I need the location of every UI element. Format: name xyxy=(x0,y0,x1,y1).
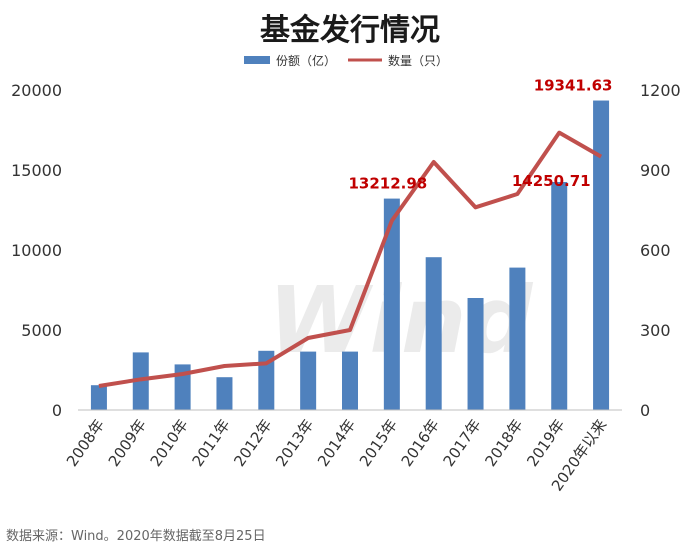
right-axis: 0 300 600 900 1200 xyxy=(640,81,681,420)
footer-note: 数据来源：Wind。2020年数据截至8月25日 xyxy=(6,529,266,544)
chart-title: 基金发行情况 xyxy=(260,13,440,48)
bar xyxy=(90,385,107,410)
right-tick-label: 1200 xyxy=(640,81,681,100)
x-tick-label: 2014年 xyxy=(314,416,359,470)
x-tick-label: 2018年 xyxy=(481,416,526,470)
right-tick-label: 900 xyxy=(640,161,671,180)
x-tick-label: 2017年 xyxy=(440,416,485,470)
left-tick-label: 0 xyxy=(52,401,62,420)
data-label: 19341.63 xyxy=(534,77,613,95)
right-tick-label: 300 xyxy=(640,321,671,340)
count-line xyxy=(98,130,603,388)
bar xyxy=(593,100,610,410)
x-tick-label: 2008年 xyxy=(63,416,108,470)
data-labels: 13212.98 14250.71 19341.63 xyxy=(348,77,612,193)
bar xyxy=(467,298,484,410)
line-series xyxy=(98,130,603,388)
bar xyxy=(551,181,568,410)
x-tick-label: 2015年 xyxy=(356,416,401,470)
data-label: 14250.71 xyxy=(512,172,591,190)
right-tick-label: 0 xyxy=(640,401,650,420)
right-tick-label: 600 xyxy=(640,241,671,260)
legend-bar-label: 份额（亿） xyxy=(276,53,336,68)
x-tick-label: 2012年 xyxy=(230,416,275,470)
x-tick-label: 2016年 xyxy=(398,416,443,470)
bar xyxy=(425,257,442,410)
data-label: 13212.98 xyxy=(348,175,427,193)
left-tick-label: 10000 xyxy=(11,241,62,260)
x-tick-label: 2019年 xyxy=(523,416,568,470)
bar xyxy=(509,267,526,410)
bar xyxy=(216,377,233,410)
legend: 份额（亿） 数量（只） xyxy=(244,53,448,68)
left-tick-label: 20000 xyxy=(11,81,62,100)
left-tick-label: 15000 xyxy=(11,161,62,180)
x-tick-label: 2013年 xyxy=(272,416,317,470)
x-tick-label: 2009年 xyxy=(105,416,150,470)
x-tick-label: 2010年 xyxy=(147,416,192,470)
legend-line-label: 数量（只） xyxy=(388,53,448,68)
legend-bar-swatch xyxy=(244,56,270,64)
bar xyxy=(342,351,358,410)
bar-series xyxy=(90,100,610,410)
bar xyxy=(383,198,400,410)
left-tick-label: 5000 xyxy=(21,321,62,340)
bar xyxy=(258,350,275,410)
x-axis: 2008年2009年2010年2011年2012年2013年2014年2015年… xyxy=(63,416,610,494)
bar xyxy=(300,351,317,410)
left-axis: 0 5000 10000 15000 20000 xyxy=(11,81,62,420)
x-tick-label: 2011年 xyxy=(188,416,233,470)
